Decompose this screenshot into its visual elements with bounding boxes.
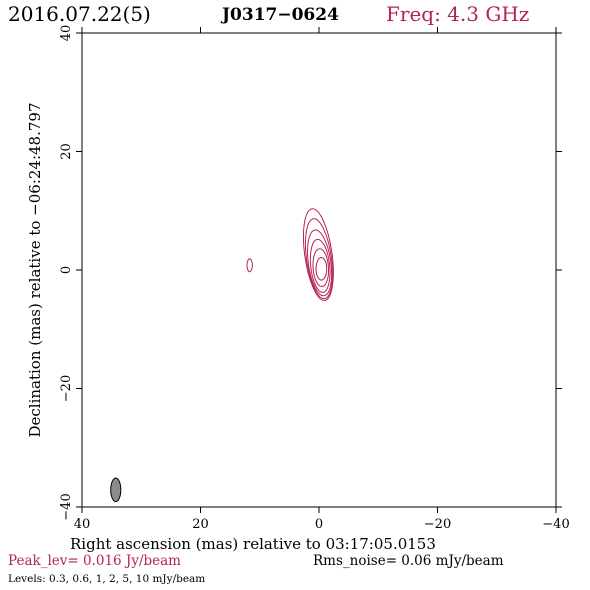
axis-ticks [76, 27, 562, 513]
contour-level [307, 229, 333, 297]
y-tick-label: −20 [59, 375, 74, 402]
y-axis-title: Declination (mas) relative to −06:24:48.… [26, 102, 44, 437]
x-tick-label: 40 [74, 517, 91, 532]
y-tick-label: 0 [59, 266, 74, 274]
plot-frame [81, 32, 557, 508]
contour-level [315, 257, 328, 281]
x-tick-label: 20 [192, 517, 209, 532]
beam-ellipse [110, 477, 122, 503]
contour-level [302, 208, 334, 301]
y-tick-label: 40 [59, 25, 74, 42]
x-axis-title: Right ascension (mas) relative to 03:17:… [70, 535, 436, 553]
peak-level: Peak_lev= 0.016 Jy/beam [8, 553, 181, 569]
y-tick-label: −40 [59, 493, 74, 520]
tick-labels: 40 20 0 −20 −40 −40 −20 0 20 40 [59, 25, 570, 532]
beam-ellipse-group [110, 477, 122, 503]
x-tick-label: 0 [315, 517, 323, 532]
epoch-date: 2016.07.22(5) [8, 2, 151, 26]
x-tick-label: −20 [424, 517, 451, 532]
contour-level [312, 248, 330, 288]
contour-lines [246, 208, 334, 301]
y-tick-label: 20 [59, 143, 74, 160]
x-tick-label: −40 [542, 517, 569, 532]
rms-noise: Rms_noise= 0.06 mJy/beam [313, 553, 504, 569]
contour-levels: Levels: 0.3, 0.6, 1, 2, 5, 10 mJy/beam [8, 573, 206, 585]
contour-level [309, 238, 331, 293]
contour-level [304, 218, 334, 300]
source-name: J0317−0624 [222, 5, 339, 25]
secondary-component-contour [246, 258, 253, 273]
frequency-label: Freq: 4.3 GHz [386, 2, 530, 26]
